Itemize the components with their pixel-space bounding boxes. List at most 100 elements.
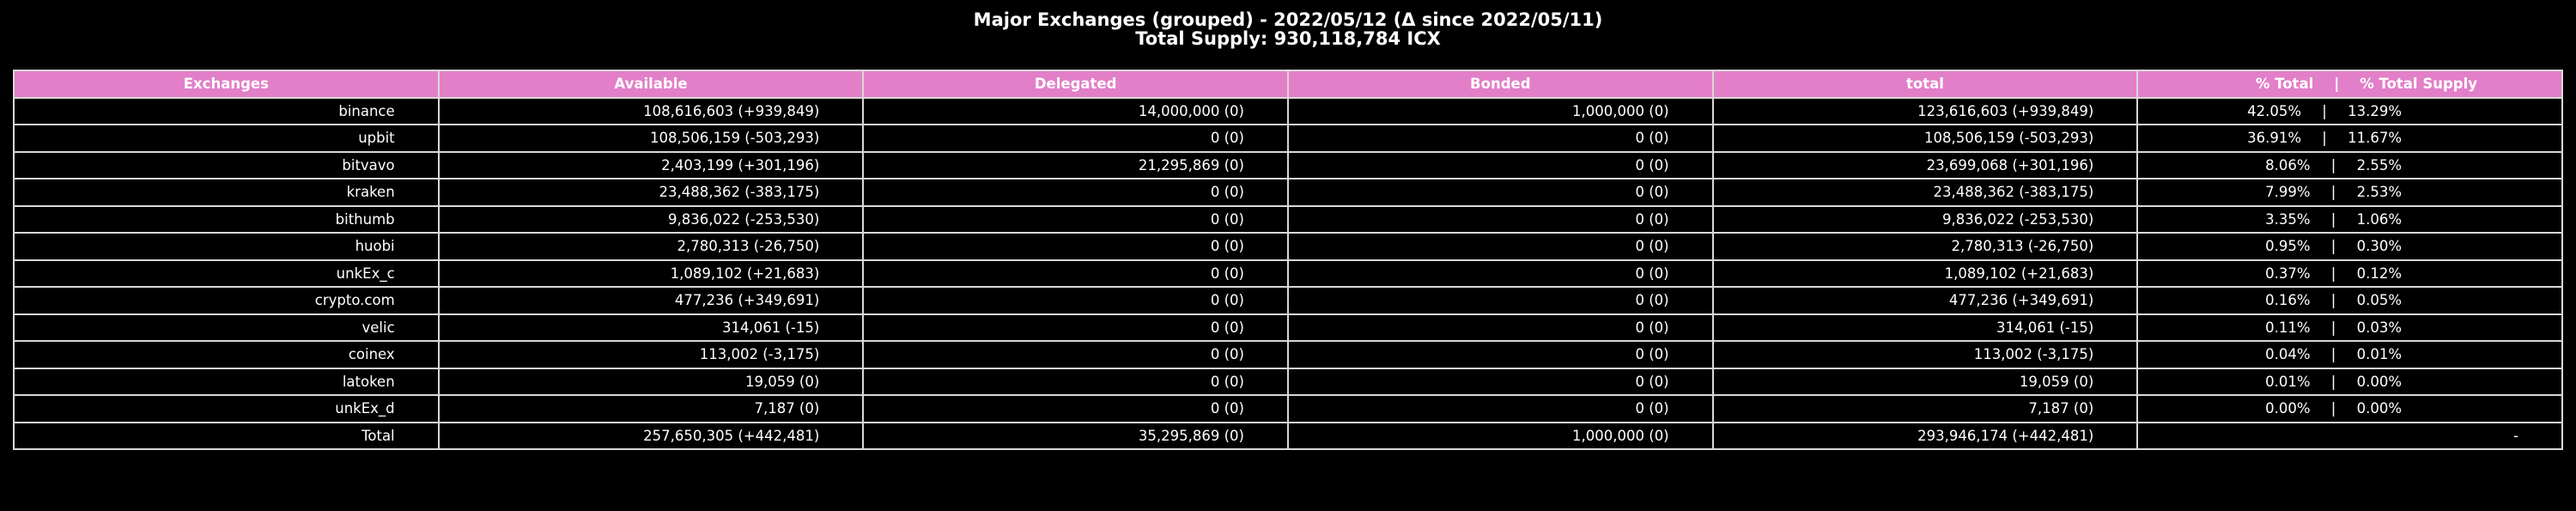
cell-total: 19,059 (0) <box>1711 367 2139 396</box>
cell-exchange-name: latoken <box>13 367 440 396</box>
cell-available: 2,780,313 (-26,750) <box>437 232 865 261</box>
pct-supply: 0.01% <box>2356 346 2402 363</box>
header-row: Exchanges Available Delegated Bonded tot… <box>13 70 2563 99</box>
cell-exchange-name: unkEx_c <box>13 259 440 288</box>
pct-total: 36.91% <box>2247 130 2302 147</box>
cell-total: 2,780,313 (-26,750) <box>1711 232 2139 261</box>
cell-total: 108,506,159 (-503,293) <box>1711 124 2139 153</box>
table-row: kraken 23,488,362 (-383,175) 0 (0) 0 (0)… <box>13 178 2563 207</box>
cell-exchange-name: bithumb <box>13 204 440 234</box>
cell-total-total: 293,946,174 (+442,481) <box>1711 421 2139 450</box>
cell-bonded: 1,000,000 (0) <box>1286 96 1714 125</box>
cell-bonded: 0 (0) <box>1286 313 1714 342</box>
cell-available: 113,002 (-3,175) <box>437 340 865 369</box>
table-body: binance 108,616,603 (+939,849) 14,000,00… <box>13 96 2563 450</box>
cell-share: 0.11% | 0.03% <box>2136 313 2563 342</box>
table-row: unkEx_c 1,089,102 (+21,683) 0 (0) 0 (0) … <box>13 259 2563 288</box>
share-separator: | <box>2322 102 2327 119</box>
cell-delegated: 0 (0) <box>862 394 1289 423</box>
pct-total: 0.04% <box>2265 346 2311 363</box>
table-row: upbit 108,506,159 (-503,293) 0 (0) 0 (0)… <box>13 124 2563 153</box>
cell-exchange-name: upbit <box>13 124 440 153</box>
cell-total-label: Total <box>13 421 440 450</box>
table-row: latoken 19,059 (0) 0 (0) 0 (0) 19,059 (0… <box>13 367 2563 396</box>
cell-total: 7,187 (0) <box>1711 394 2139 423</box>
table-row: unkEx_d 7,187 (0) 0 (0) 0 (0) 7,187 (0) … <box>13 394 2563 423</box>
header-total: total <box>1711 70 2139 99</box>
cell-share: 0.95% | 0.30% <box>2136 232 2563 261</box>
pct-total: 0.11% <box>2265 319 2311 336</box>
cell-available: 23,488,362 (-383,175) <box>437 178 865 207</box>
chart-subtitle-total-supply: Total Supply: 930,118,784 ICX <box>1135 28 1441 49</box>
cell-delegated: 0 (0) <box>862 259 1289 288</box>
pct-supply: 13.29% <box>2348 102 2402 119</box>
cell-available: 19,059 (0) <box>437 367 865 396</box>
header-available: Available <box>437 70 865 99</box>
cell-total: 1,089,102 (+21,683) <box>1711 259 2139 288</box>
cell-total: 9,836,022 (-253,530) <box>1711 204 2139 234</box>
header-pct-supply: % Total Supply <box>2360 76 2477 93</box>
cell-delegated: 21,295,869 (0) <box>862 150 1289 179</box>
pct-supply: 0.00% <box>2356 400 2402 417</box>
pct-total: 0.01% <box>2265 373 2311 390</box>
cell-delegated: 0 (0) <box>862 124 1289 153</box>
cell-exchange-name: unkEx_d <box>13 394 440 423</box>
cell-total: 314,061 (-15) <box>1711 313 2139 342</box>
cell-exchange-name: crypto.com <box>13 286 440 315</box>
header-separator: | <box>2334 76 2340 93</box>
cell-total-delegated: 35,295,869 (0) <box>862 421 1289 450</box>
cell-exchange-name: kraken <box>13 178 440 207</box>
cell-total: 23,488,362 (-383,175) <box>1711 178 2139 207</box>
cell-bonded: 0 (0) <box>1286 286 1714 315</box>
cell-total-share: - <box>2136 421 2563 450</box>
cell-available: 1,089,102 (+21,683) <box>437 259 865 288</box>
share-separator: | <box>2330 373 2336 390</box>
pct-total: 0.16% <box>2265 292 2311 309</box>
table-row: huobi 2,780,313 (-26,750) 0 (0) 0 (0) 2,… <box>13 232 2563 261</box>
cell-share: 0.00% | 0.00% <box>2136 394 2563 423</box>
cell-available: 108,506,159 (-503,293) <box>437 124 865 153</box>
cell-total: 477,236 (+349,691) <box>1711 286 2139 315</box>
cell-total: 123,616,603 (+939,849) <box>1711 96 2139 125</box>
table-row: bitvavo 2,403,199 (+301,196) 21,295,869 … <box>13 150 2563 179</box>
header-delegated: Delegated <box>862 70 1289 99</box>
share-separator: | <box>2330 265 2336 282</box>
cell-exchange-name: velic <box>13 313 440 342</box>
header-share: % Total | % Total Supply <box>2136 70 2563 99</box>
cell-available: 477,236 (+349,691) <box>437 286 865 315</box>
cell-share: 7.99% | 2.53% <box>2136 178 2563 207</box>
share-separator: | <box>2330 400 2336 417</box>
table-row: binance 108,616,603 (+939,849) 14,000,00… <box>13 96 2563 125</box>
pct-supply: 11.67% <box>2348 130 2402 147</box>
cell-available: 9,836,022 (-253,530) <box>437 204 865 234</box>
cell-available: 7,187 (0) <box>437 394 865 423</box>
pct-total: 0.95% <box>2265 238 2311 255</box>
share-separator: | <box>2330 156 2336 173</box>
pct-supply: 1.06% <box>2356 210 2402 228</box>
cell-delegated: 14,000,000 (0) <box>862 96 1289 125</box>
pct-supply: 0.05% <box>2356 292 2402 309</box>
header-exchanges: Exchanges <box>13 70 440 99</box>
share-separator: | <box>2330 292 2336 309</box>
share-separator: | <box>2330 346 2336 363</box>
pct-supply: 0.12% <box>2356 265 2402 282</box>
cell-bonded: 0 (0) <box>1286 150 1714 179</box>
cell-share: 0.01% | 0.00% <box>2136 367 2563 396</box>
pct-supply: 0.30% <box>2356 238 2402 255</box>
share-separator: | <box>2330 210 2336 228</box>
cell-exchange-name: binance <box>13 96 440 125</box>
table-header: Exchanges Available Delegated Bonded tot… <box>13 70 2563 99</box>
cell-total-bonded: 1,000,000 (0) <box>1286 421 1714 450</box>
cell-total: 113,002 (-3,175) <box>1711 340 2139 369</box>
cell-share: 3.35% | 1.06% <box>2136 204 2563 234</box>
cell-exchange-name: huobi <box>13 232 440 261</box>
cell-available: 108,616,603 (+939,849) <box>437 96 865 125</box>
chart-title: Major Exchanges (grouped) - 2022/05/12 (… <box>973 9 1603 30</box>
cell-bonded: 0 (0) <box>1286 367 1714 396</box>
cell-share: 36.91% | 11.67% <box>2136 124 2563 153</box>
cell-bonded: 0 (0) <box>1286 204 1714 234</box>
cell-bonded: 0 (0) <box>1286 232 1714 261</box>
cell-total: 23,699,068 (+301,196) <box>1711 150 2139 179</box>
cell-share: 42.05% | 13.29% <box>2136 96 2563 125</box>
exchanges-table: Exchanges Available Delegated Bonded tot… <box>13 70 2563 450</box>
